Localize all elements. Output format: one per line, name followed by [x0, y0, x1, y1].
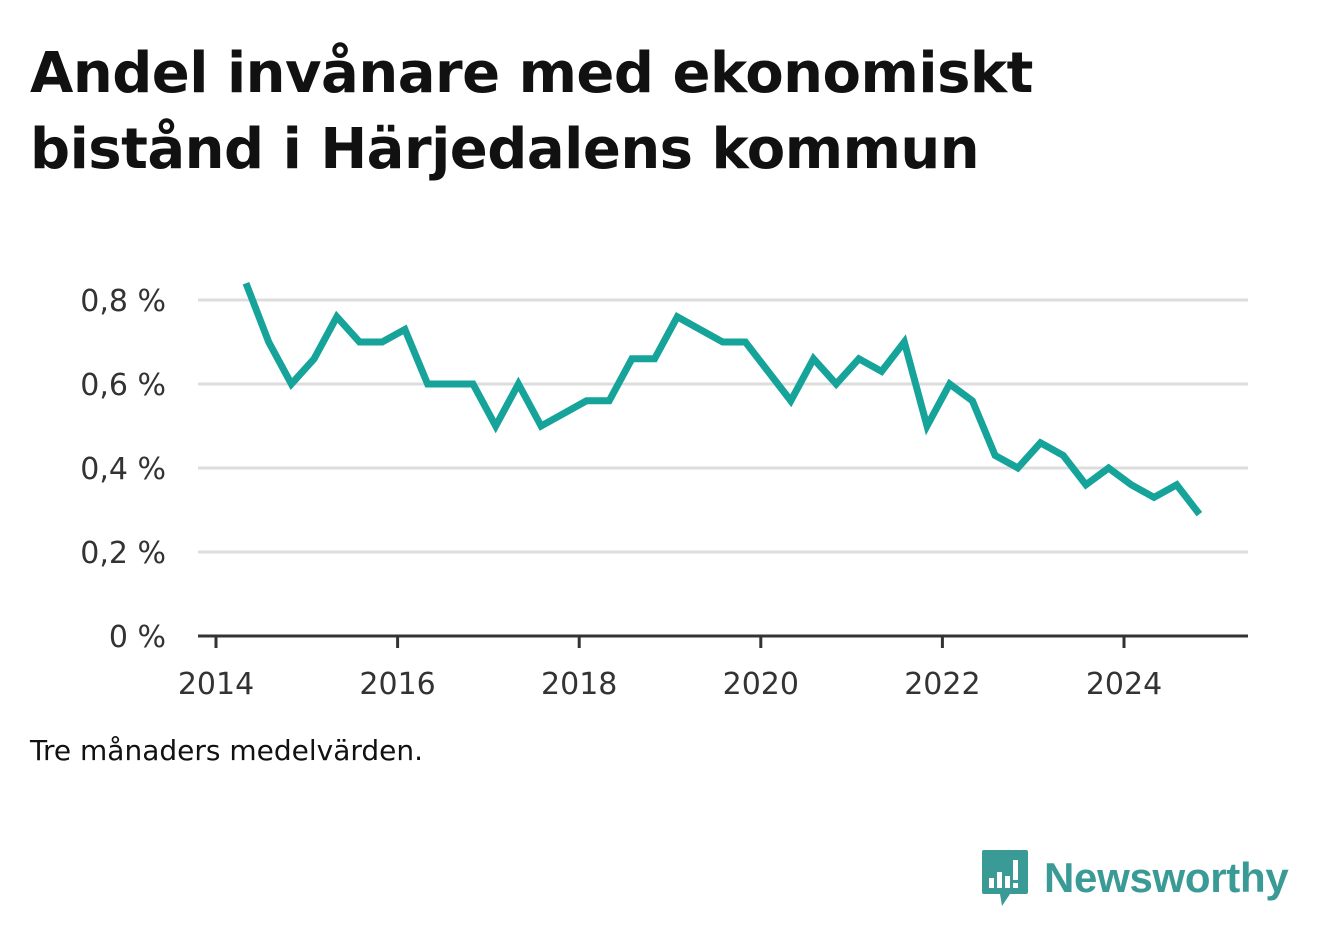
series-line-group [242, 281, 1203, 517]
series-line [242, 281, 1203, 517]
x-tick-label: 2022 [904, 667, 980, 702]
footnote: Tre månaders medelvärden. [30, 734, 424, 767]
brand-name: Newsworthy [1044, 854, 1289, 901]
y-tick-label: 0,4 % [80, 452, 166, 487]
x-tick-label: 2020 [723, 667, 799, 702]
chart-title: Andel invånare med ekonomiskt bistånd i … [30, 41, 1033, 182]
y-tick-label: 0,2 % [80, 536, 166, 571]
x-tick-label: 2014 [178, 667, 254, 702]
x-axis: 2014 2016 2018 2020 2022 2024 [178, 634, 1248, 702]
x-tick-label: 2018 [541, 667, 617, 702]
y-tick-label: 0,6 % [80, 368, 166, 403]
x-tick-label: 2024 [1086, 667, 1162, 702]
y-axis-tick-labels: 0 % 0,2 % 0,4 % 0,6 % 0,8 % [80, 284, 166, 655]
x-tick-label: 2016 [359, 667, 435, 702]
y-tick-label: 0 % [109, 620, 166, 655]
newsworthy-logo-icon [982, 850, 1028, 906]
y-tick-label: 0,8 % [80, 284, 166, 319]
brand-logo: Newsworthy [980, 848, 1289, 908]
